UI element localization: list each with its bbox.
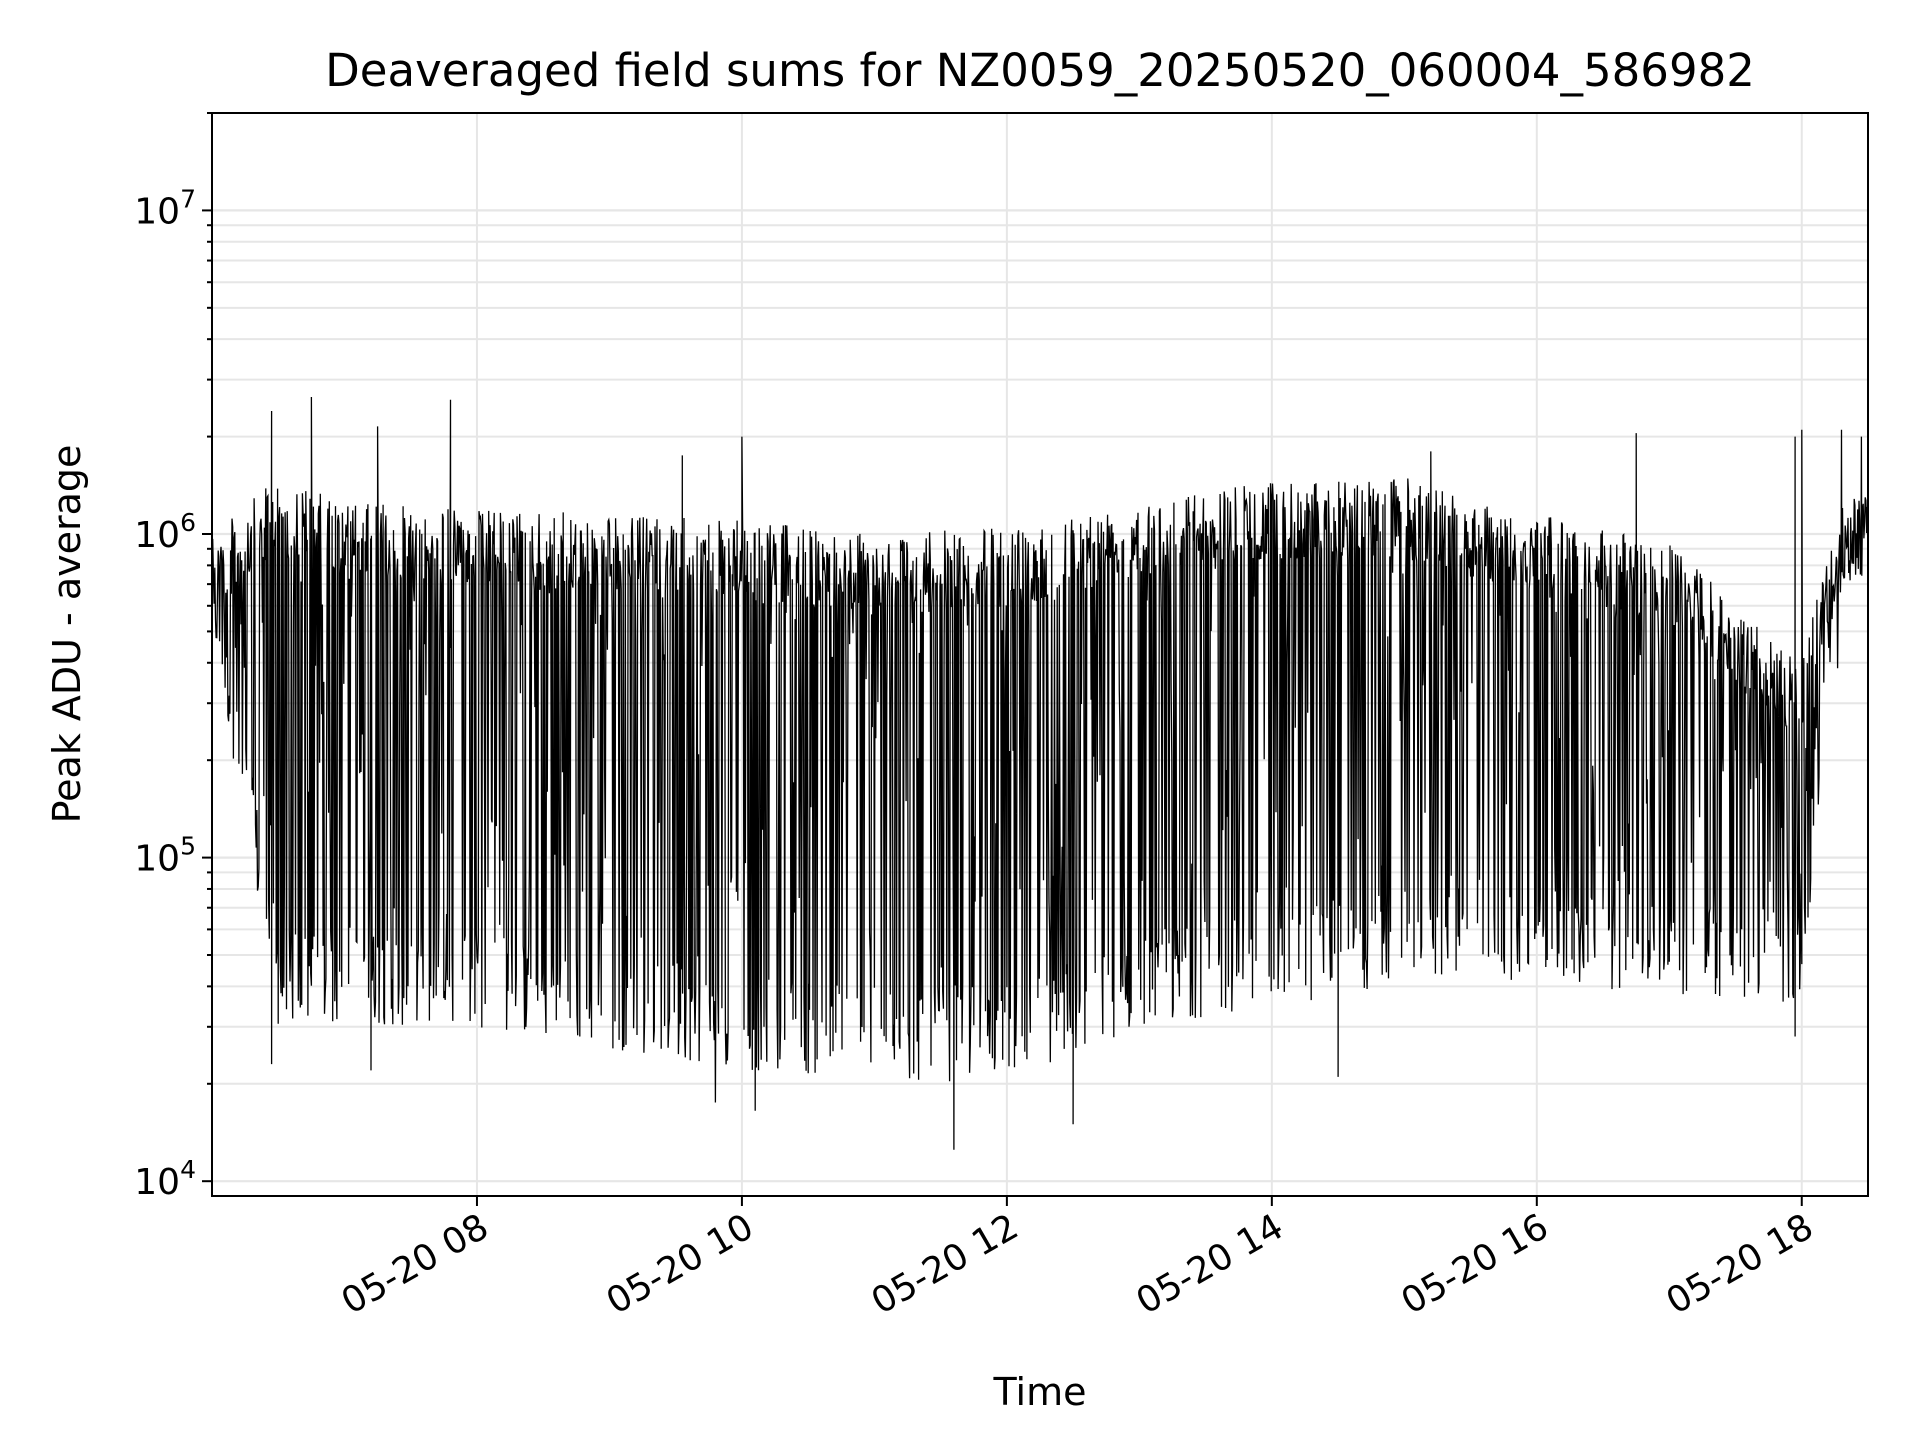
y-tick-label: 104 (134, 1155, 196, 1203)
x-tick-label: 05-20 08 (335, 1206, 496, 1322)
x-tick-label: 05-20 10 (600, 1206, 761, 1322)
x-axis-title: Time (993, 1370, 1087, 1414)
x-tick-label: 05-20 14 (1130, 1206, 1291, 1322)
y-axis-title: Peak ADU - average (45, 445, 89, 824)
y-tick-label: 107 (134, 184, 196, 232)
y-tick-label: 106 (134, 508, 196, 556)
x-tick-label: 05-20 12 (865, 1206, 1026, 1322)
chart-title: Deaveraged field sums for NZ0059_2025052… (325, 44, 1755, 97)
x-tick-label: 05-20 16 (1395, 1206, 1556, 1322)
y-axis: 104 105 106 107 (134, 112, 212, 1203)
series-line (211, 396, 1869, 1150)
series-trace (211, 396, 1869, 1150)
x-axis: 05-20 08 05-20 10 05-20 12 05-20 14 05-20 16… (335, 1196, 1820, 1323)
x-tick-label: 05-20 18 (1660, 1206, 1821, 1322)
plot-area-frame (211, 112, 1869, 1197)
y-tick-label: 105 (134, 832, 196, 880)
